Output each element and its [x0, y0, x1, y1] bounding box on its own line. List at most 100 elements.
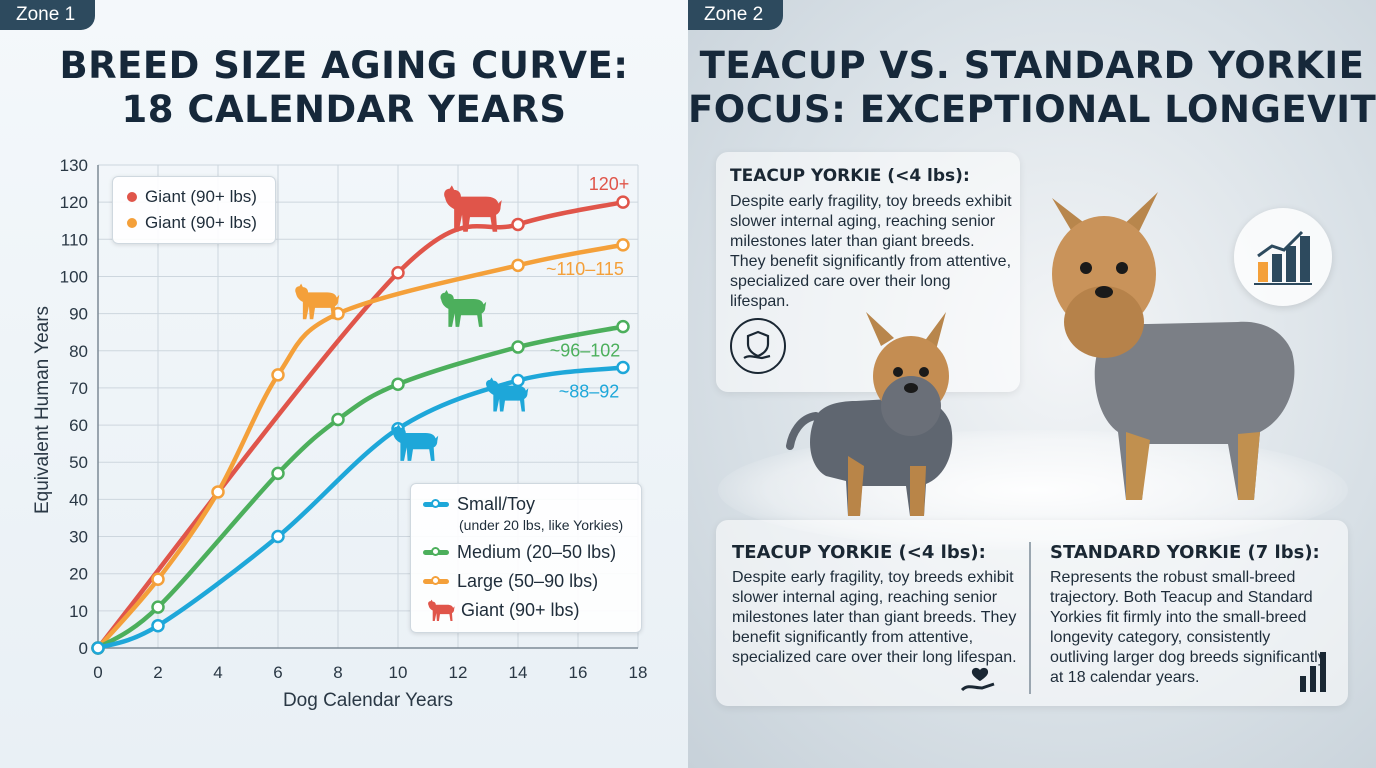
legend-small-marker: [423, 499, 449, 508]
zone-2-tag: Zone 2: [688, 0, 784, 30]
zone-2-title: TEACUP VS. STANDARD YORKIE FOCUS: EXCEPT…: [688, 44, 1376, 132]
legend-top-label-1: Giant (90+ lbs): [145, 187, 257, 206]
data-point-2-1: [151, 600, 165, 614]
y-tick-label: 110: [61, 230, 88, 249]
data-point-2-4: [391, 377, 405, 391]
data-point-3-5: [616, 360, 630, 375]
y-tick-label: 120: [60, 193, 88, 212]
legend-top-marker-2: [127, 218, 137, 228]
chart-icon: [1234, 208, 1332, 306]
x-tick-label: 18: [629, 663, 648, 682]
legend-medium-marker: [423, 547, 449, 556]
data-point-2-2: [271, 466, 285, 481]
data-point-1-1: [151, 572, 165, 587]
comparison-card: TEACUP YORKIE (<4 lbs): Despite early fr…: [716, 520, 1348, 706]
x-tick-label: 10: [389, 663, 408, 682]
standard-body: Represents the robust small-breed trajec…: [1050, 569, 1326, 686]
data-point-0-2: [511, 217, 525, 232]
legend-top-marker-1: [127, 192, 137, 202]
y-tick-label: 90: [69, 305, 88, 324]
y-tick-label: 100: [60, 267, 88, 286]
chart-title: BREED SIZE AGING CURVE: 18 CALENDAR YEAR…: [0, 44, 688, 132]
series-end-label-3: ~88–92: [559, 381, 620, 401]
yorkie-dog-icon: [786, 312, 953, 516]
series-end-label-0: 120+: [589, 174, 630, 194]
medium-dog-icon: [440, 290, 487, 327]
teacup-top-body: Despite early fragility, toy breeds exhi…: [730, 193, 1012, 310]
data-point-1-6: [616, 238, 630, 252]
legend-medium-label: Medium (20–50 lbs): [457, 542, 617, 562]
legend-entry-small: Small/Toy: [423, 494, 535, 515]
teacup-top-heading: TEACUP YORKIE (<4 lbs):: [730, 166, 970, 186]
toy-dog-icon: [392, 424, 439, 461]
zone-1-panel: Zone 1 BREED SIZE AGING CURVE: 18 CALEND…: [0, 0, 688, 768]
x-tick-label: 14: [509, 663, 528, 682]
legend-giant-label: Giant (90+ lbs): [461, 599, 580, 620]
legend-entry-large: Large (50–90 lbs): [423, 571, 598, 592]
y-tick-label: 50: [69, 453, 88, 472]
card-divider: [1029, 542, 1031, 694]
teacup-left-heading: TEACUP YORKIE (<4 lbs):: [732, 542, 986, 563]
data-point-2-5: [511, 340, 525, 354]
series-end-label-2: ~96–102: [550, 341, 621, 361]
x-tick-label: 2: [153, 663, 162, 682]
y-tick-label: 60: [69, 416, 88, 435]
y-axis-label: Equivalent Human Years: [32, 306, 53, 514]
legend-entry-medium: Medium (20–50 lbs): [423, 542, 616, 563]
x-axis-label: Dog Calendar Years: [283, 690, 453, 711]
data-point-0-3: [616, 195, 630, 209]
bar-chart-icon: [1300, 652, 1326, 692]
series-line-0: [95, 199, 626, 651]
chart-title-line1: BREED SIZE AGING CURVE:: [59, 44, 629, 87]
teacup-left-body: Despite early fragility, toy breeds exhi…: [732, 569, 1017, 666]
data-point-1-5: [511, 258, 525, 273]
x-tick-label: 16: [569, 663, 588, 682]
data-point-3-2: [271, 529, 285, 544]
yorkie-dog-icon-standard: [1052, 192, 1295, 500]
dog-silhouette-icon: [428, 599, 455, 621]
data-point-3-1: [151, 618, 165, 633]
shield-hand-icon: [730, 318, 786, 374]
data-point-3-0: [91, 641, 105, 655]
y-tick-label: 10: [69, 602, 88, 621]
data-point-0-1: [391, 265, 405, 280]
zone-2-title-line1: TEACUP VS. STANDARD YORKIE: [699, 44, 1365, 87]
legend-small-sublabel: (under 20 lbs, like Yorkies): [459, 517, 624, 533]
legend-top-label-2: Giant (90+ lbs): [145, 213, 257, 232]
data-point-2-6: [616, 319, 630, 334]
legend-bottom: Small/Toy (under 20 lbs, like Yorkies) M…: [410, 483, 642, 633]
data-point-1-3: [271, 368, 285, 382]
zone-2-panel: Zone 2 TEACUP VS. STANDARD YORKIE FOCUS:…: [688, 0, 1376, 768]
teacup-card-top: TEACUP YORKIE (<4 lbs): Despite early fr…: [716, 152, 1020, 392]
data-point-1-2: [211, 485, 225, 499]
x-tick-label: 6: [273, 663, 282, 682]
y-tick-label: 80: [69, 342, 88, 361]
legend-small-label: Small/Toy: [457, 494, 536, 514]
y-tick-label: 20: [69, 565, 88, 584]
x-tick-label: 4: [213, 663, 222, 682]
legend-top-entry-1: Giant (90+ lbs): [127, 187, 257, 207]
standard-heading: STANDARD YORKIE (7 lbs):: [1050, 542, 1320, 563]
legend-large-label: Large (50–90 lbs): [457, 571, 599, 591]
x-tick-label: 12: [449, 663, 468, 682]
y-tick-label: 130: [60, 156, 88, 175]
y-tick-label: 0: [79, 639, 88, 658]
chart-title-line2: 18 CALENDAR YEARS: [121, 88, 567, 131]
zone-1-tag: Zone 1: [0, 0, 96, 30]
legend-large-marker: [423, 576, 449, 585]
zone-2-title-line2: FOCUS: EXCEPTIONAL LONGEVITY: [688, 88, 1376, 131]
data-point-2-3: [331, 412, 345, 427]
legend-entry-giant: Giant (90+ lbs): [423, 598, 580, 622]
legend-top: Giant (90+ lbs) Giant (90+ lbs): [112, 176, 276, 244]
data-point-3-4: [511, 373, 525, 388]
series-end-label-1: ~110–115: [546, 259, 624, 279]
y-tick-label: 30: [69, 528, 88, 547]
x-tick-label: 8: [333, 663, 342, 682]
y-tick-label: 70: [69, 379, 88, 398]
y-tick-label: 40: [69, 490, 88, 509]
hand-heart-icon: [960, 667, 995, 692]
chart-series: 120+ ~110–115 ~96–102 ~88–92: [91, 174, 630, 655]
x-tick-label: 0: [93, 663, 102, 682]
